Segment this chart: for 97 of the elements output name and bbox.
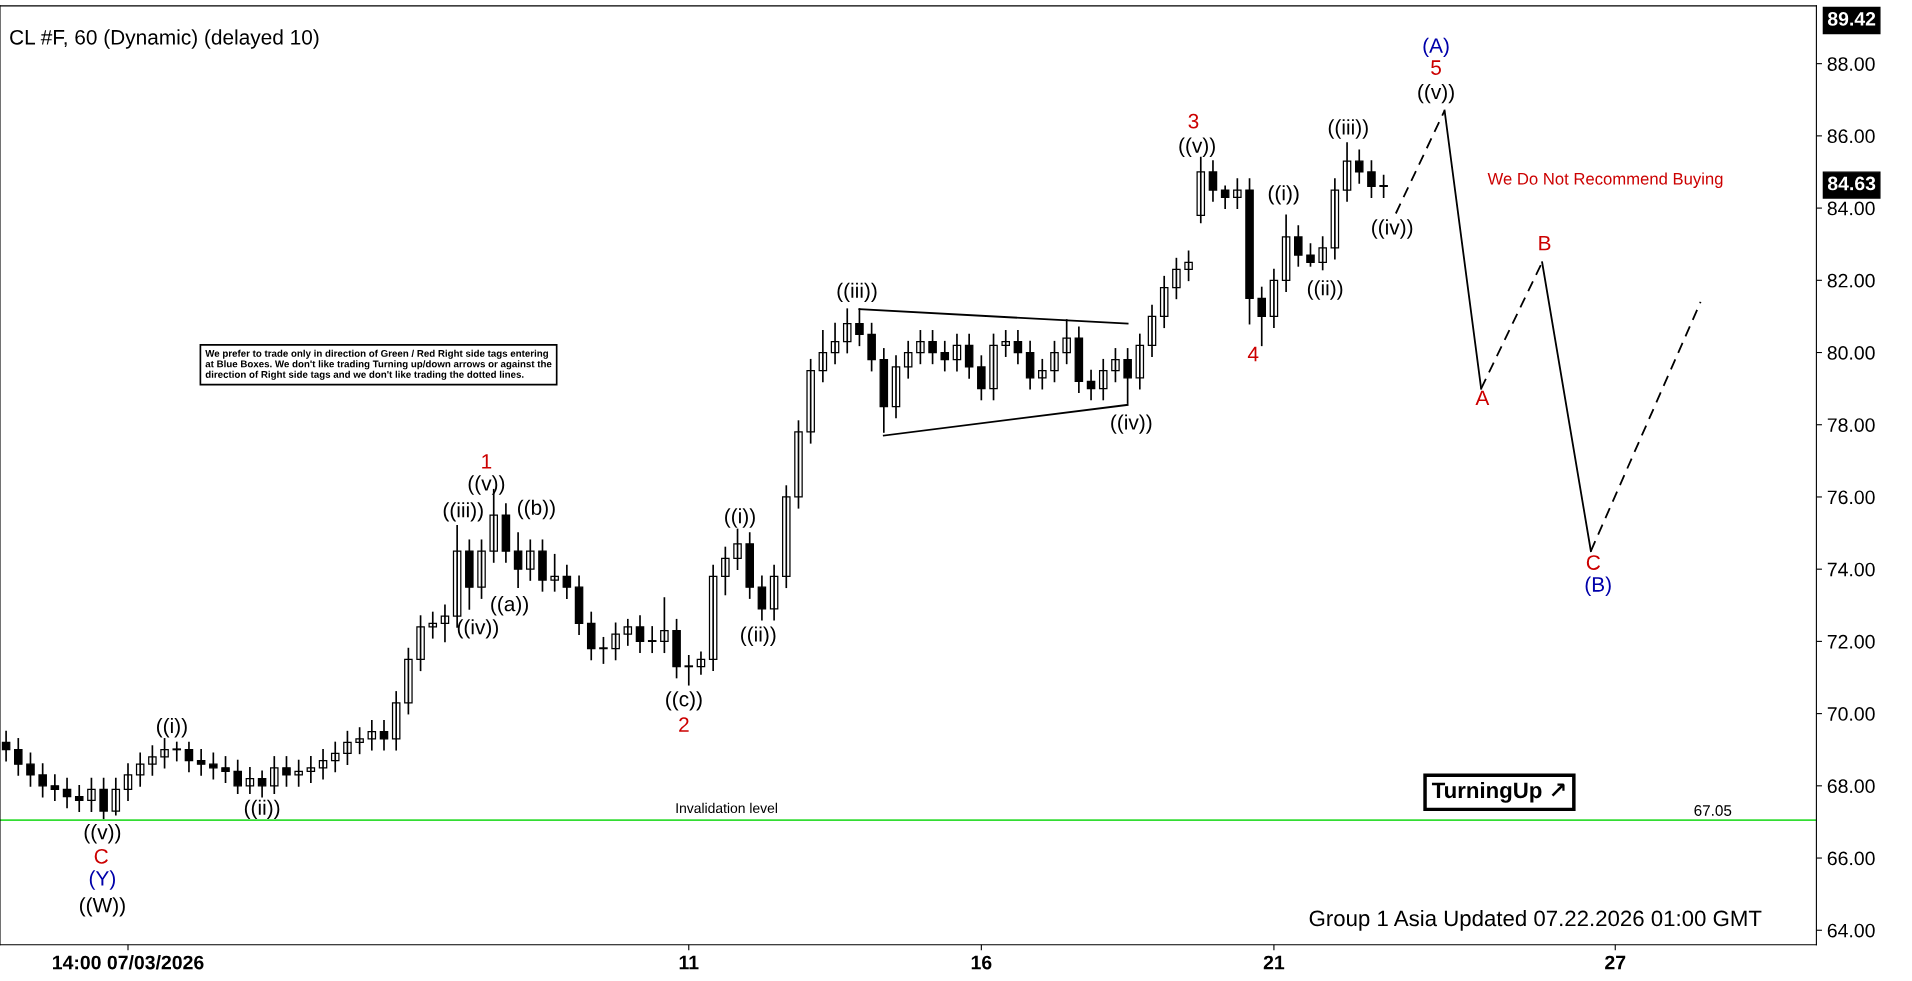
candlestick (733, 528, 742, 571)
candlestick (660, 597, 669, 654)
annotation: ((v)) (1418, 83, 1454, 104)
y-tick-label: 70.00 (1827, 707, 1875, 721)
annotation: 2 (679, 717, 689, 732)
annotation: ((iii)) (1328, 119, 1368, 139)
candlestick (538, 539, 547, 592)
candlestick (1172, 257, 1181, 300)
annotation: ((v)) (1179, 137, 1215, 158)
candlestick (221, 756, 230, 784)
y-tick-label: 72.00 (1827, 634, 1875, 649)
candlestick (282, 756, 291, 787)
candlestick (416, 615, 425, 672)
annotation: ((v)) (468, 475, 505, 495)
candlestick (160, 738, 169, 769)
text: 84.63 (1827, 176, 1876, 191)
candlestick (647, 626, 657, 654)
candlestick (1367, 160, 1376, 199)
candlestick (148, 745, 157, 776)
x-tick-label: 21 (1263, 955, 1285, 970)
candlestick (404, 647, 413, 715)
annotation: ((ii)) (741, 626, 776, 646)
x-tick-label: 14:00 07/03/2026 (53, 955, 204, 970)
candlestick (1306, 243, 1315, 267)
candlestick (26, 752, 35, 787)
candlestick (343, 730, 352, 765)
annotation: ((iii)) (443, 502, 483, 522)
candlestick (611, 622, 620, 661)
candlestick (977, 355, 986, 401)
candlestick (1184, 250, 1193, 282)
candlestick (172, 741, 182, 762)
candlestick (1379, 174, 1388, 199)
annotation: C (94, 848, 108, 864)
annotation: C (1586, 555, 1601, 570)
annotation: ((i)) (156, 717, 187, 738)
y-tick-label: 76.00 (1827, 490, 1875, 505)
candlestick (1050, 340, 1059, 383)
candlestick (1233, 178, 1242, 209)
y-tick-label: 80.00 (1827, 345, 1875, 360)
annotation: ((i)) (725, 508, 755, 528)
x-tick-label: 11 (679, 955, 699, 970)
annotation: We prefer to trade only in direction of Green / Red Right side tags entering at Blue Boxes. We don't like trading Turning up/down arrows or against the direction of Right side tags and we don't like trading the dotted lines. (205, 349, 552, 380)
y-tick-label: 64.00 (1827, 923, 1875, 938)
annotation: 1 (482, 454, 492, 469)
candlestick (867, 322, 876, 372)
y-tick-label: 86.00 (1827, 129, 1875, 144)
candlestick (355, 727, 364, 755)
annotation: 5 (1431, 60, 1441, 75)
text: CL #F, 60 (Dynamic) (delayed 10) (10, 29, 319, 49)
candlestick (684, 655, 694, 686)
annotation: (B) (1585, 576, 1611, 596)
annotation: A (1475, 390, 1490, 406)
candlestick (672, 618, 681, 679)
annotation: 67.05 (1694, 805, 1732, 816)
annotation: ((ii)) (244, 799, 280, 820)
candlestick (599, 636, 608, 664)
y-tick-label: 84.00 (1827, 201, 1875, 216)
candlestick (87, 777, 96, 812)
annotation: ((i)) (1268, 185, 1299, 205)
y-tick-label: 66.00 (1827, 851, 1875, 866)
annotation: (A) (1423, 37, 1449, 58)
annotation: ((iv)) (457, 619, 498, 639)
y-tick-label: 82.00 (1827, 273, 1875, 288)
annotation: B (1539, 235, 1551, 251)
x-tick-label: 16 (971, 955, 992, 970)
candlestick (989, 333, 998, 401)
ref-line-label: Invalidation level (676, 802, 777, 814)
annotation: Group 1 Asia Updated 07.22.2026 01:00 GMT (1309, 909, 1762, 931)
y-tick-label: 74.00 (1827, 562, 1875, 577)
annotation: ((iii)) (837, 282, 877, 303)
candlestick (928, 330, 937, 365)
annotation: ((W)) (79, 897, 125, 917)
candlestick (1111, 348, 1120, 383)
candlestick (916, 330, 925, 365)
candlestick (99, 777, 108, 820)
annotation: ((ii)) (1307, 280, 1343, 300)
annotation: TurningUp ↗ (1431, 781, 1565, 803)
annotation: ((iv)) (1372, 219, 1413, 239)
annotation: ((iv)) (1111, 414, 1152, 434)
annotation: (Y) (89, 870, 115, 890)
candlestick (465, 539, 474, 610)
candlestick (477, 539, 486, 599)
text: 89.42 (1827, 11, 1876, 26)
annotation: 4 (1247, 346, 1259, 362)
y-tick-label: 78.00 (1827, 418, 1875, 432)
annotation: ((a)) (491, 596, 528, 616)
candlestick (1245, 178, 1254, 325)
annotation: ((b)) (518, 499, 555, 520)
x-tick-label: 27 (1605, 955, 1626, 970)
annotation: 3 (1188, 113, 1199, 129)
annotation: ((c)) (666, 691, 702, 711)
annotation: ((v)) (84, 824, 121, 844)
y-tick-label: 88.00 (1827, 57, 1875, 71)
y-tick-label: 68.00 (1827, 779, 1875, 794)
annotation: We Do Not Recommend Buying (1487, 172, 1723, 189)
candlestick (794, 420, 803, 509)
candlestick (721, 546, 730, 596)
